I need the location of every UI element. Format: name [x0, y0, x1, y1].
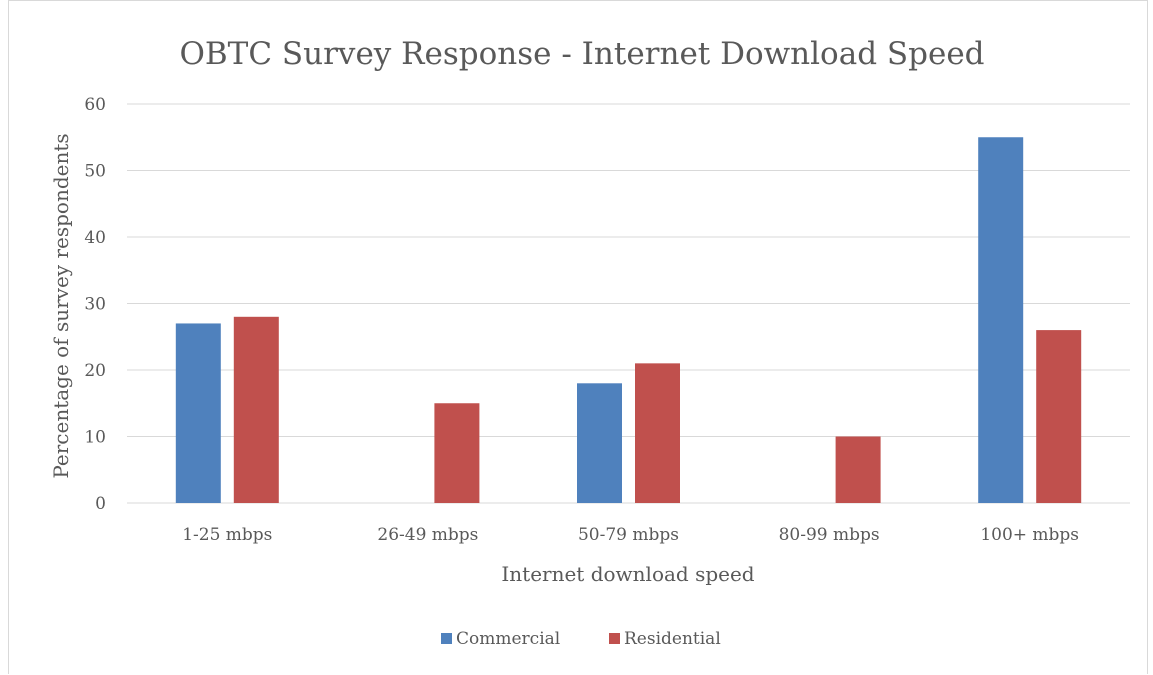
bar-residential-4 — [835, 436, 881, 503]
y-tick-label: 40 — [84, 228, 106, 248]
bar-residential-2 — [434, 403, 480, 503]
bar-residential-3 — [635, 363, 680, 503]
x-tick-label: 50-79 mbps — [578, 525, 679, 545]
x-axis-title: Internet download speed — [501, 562, 754, 586]
x-tick-label: 80-99 mbps — [779, 525, 880, 545]
gridlines — [127, 103, 1130, 504]
x-axis-tick-labels: 1-25 mbps 26-49 mbps 50-79 mbps 80-99 mbps 1… — [182, 525, 1079, 545]
x-tick-label: 100+ mbps — [980, 525, 1079, 545]
y-tick-label: 0 — [95, 494, 106, 514]
x-tick-label: 1-25 mbps — [182, 525, 272, 545]
legend-swatch-residential — [609, 633, 620, 644]
y-axis-title: Percentage of survey respondents — [49, 133, 73, 478]
bar-commercial-5 — [978, 137, 1024, 503]
y-tick-label: 60 — [84, 95, 106, 115]
legend-swatch-commercial — [441, 633, 452, 644]
y-tick-label: 50 — [84, 162, 106, 182]
legend: Commercial Residential — [441, 629, 721, 649]
legend-label-commercial: Commercial — [456, 629, 560, 649]
y-tick-label: 20 — [84, 361, 106, 381]
y-tick-label: 10 — [84, 428, 106, 448]
y-axis-tick-labels: 0 10 20 30 40 50 60 — [84, 95, 106, 514]
bar-commercial-3 — [577, 383, 622, 503]
legend-label-residential: Residential — [624, 629, 721, 649]
bar-commercial-1 — [175, 323, 221, 503]
chart-title: OBTC Survey Response - Internet Download… — [179, 36, 984, 72]
bar-residential-5 — [1036, 330, 1082, 503]
bar-residential-1 — [233, 316, 279, 503]
bars — [175, 137, 1082, 503]
y-tick-label: 30 — [84, 295, 106, 315]
x-tick-label: 26-49 mbps — [377, 525, 478, 545]
